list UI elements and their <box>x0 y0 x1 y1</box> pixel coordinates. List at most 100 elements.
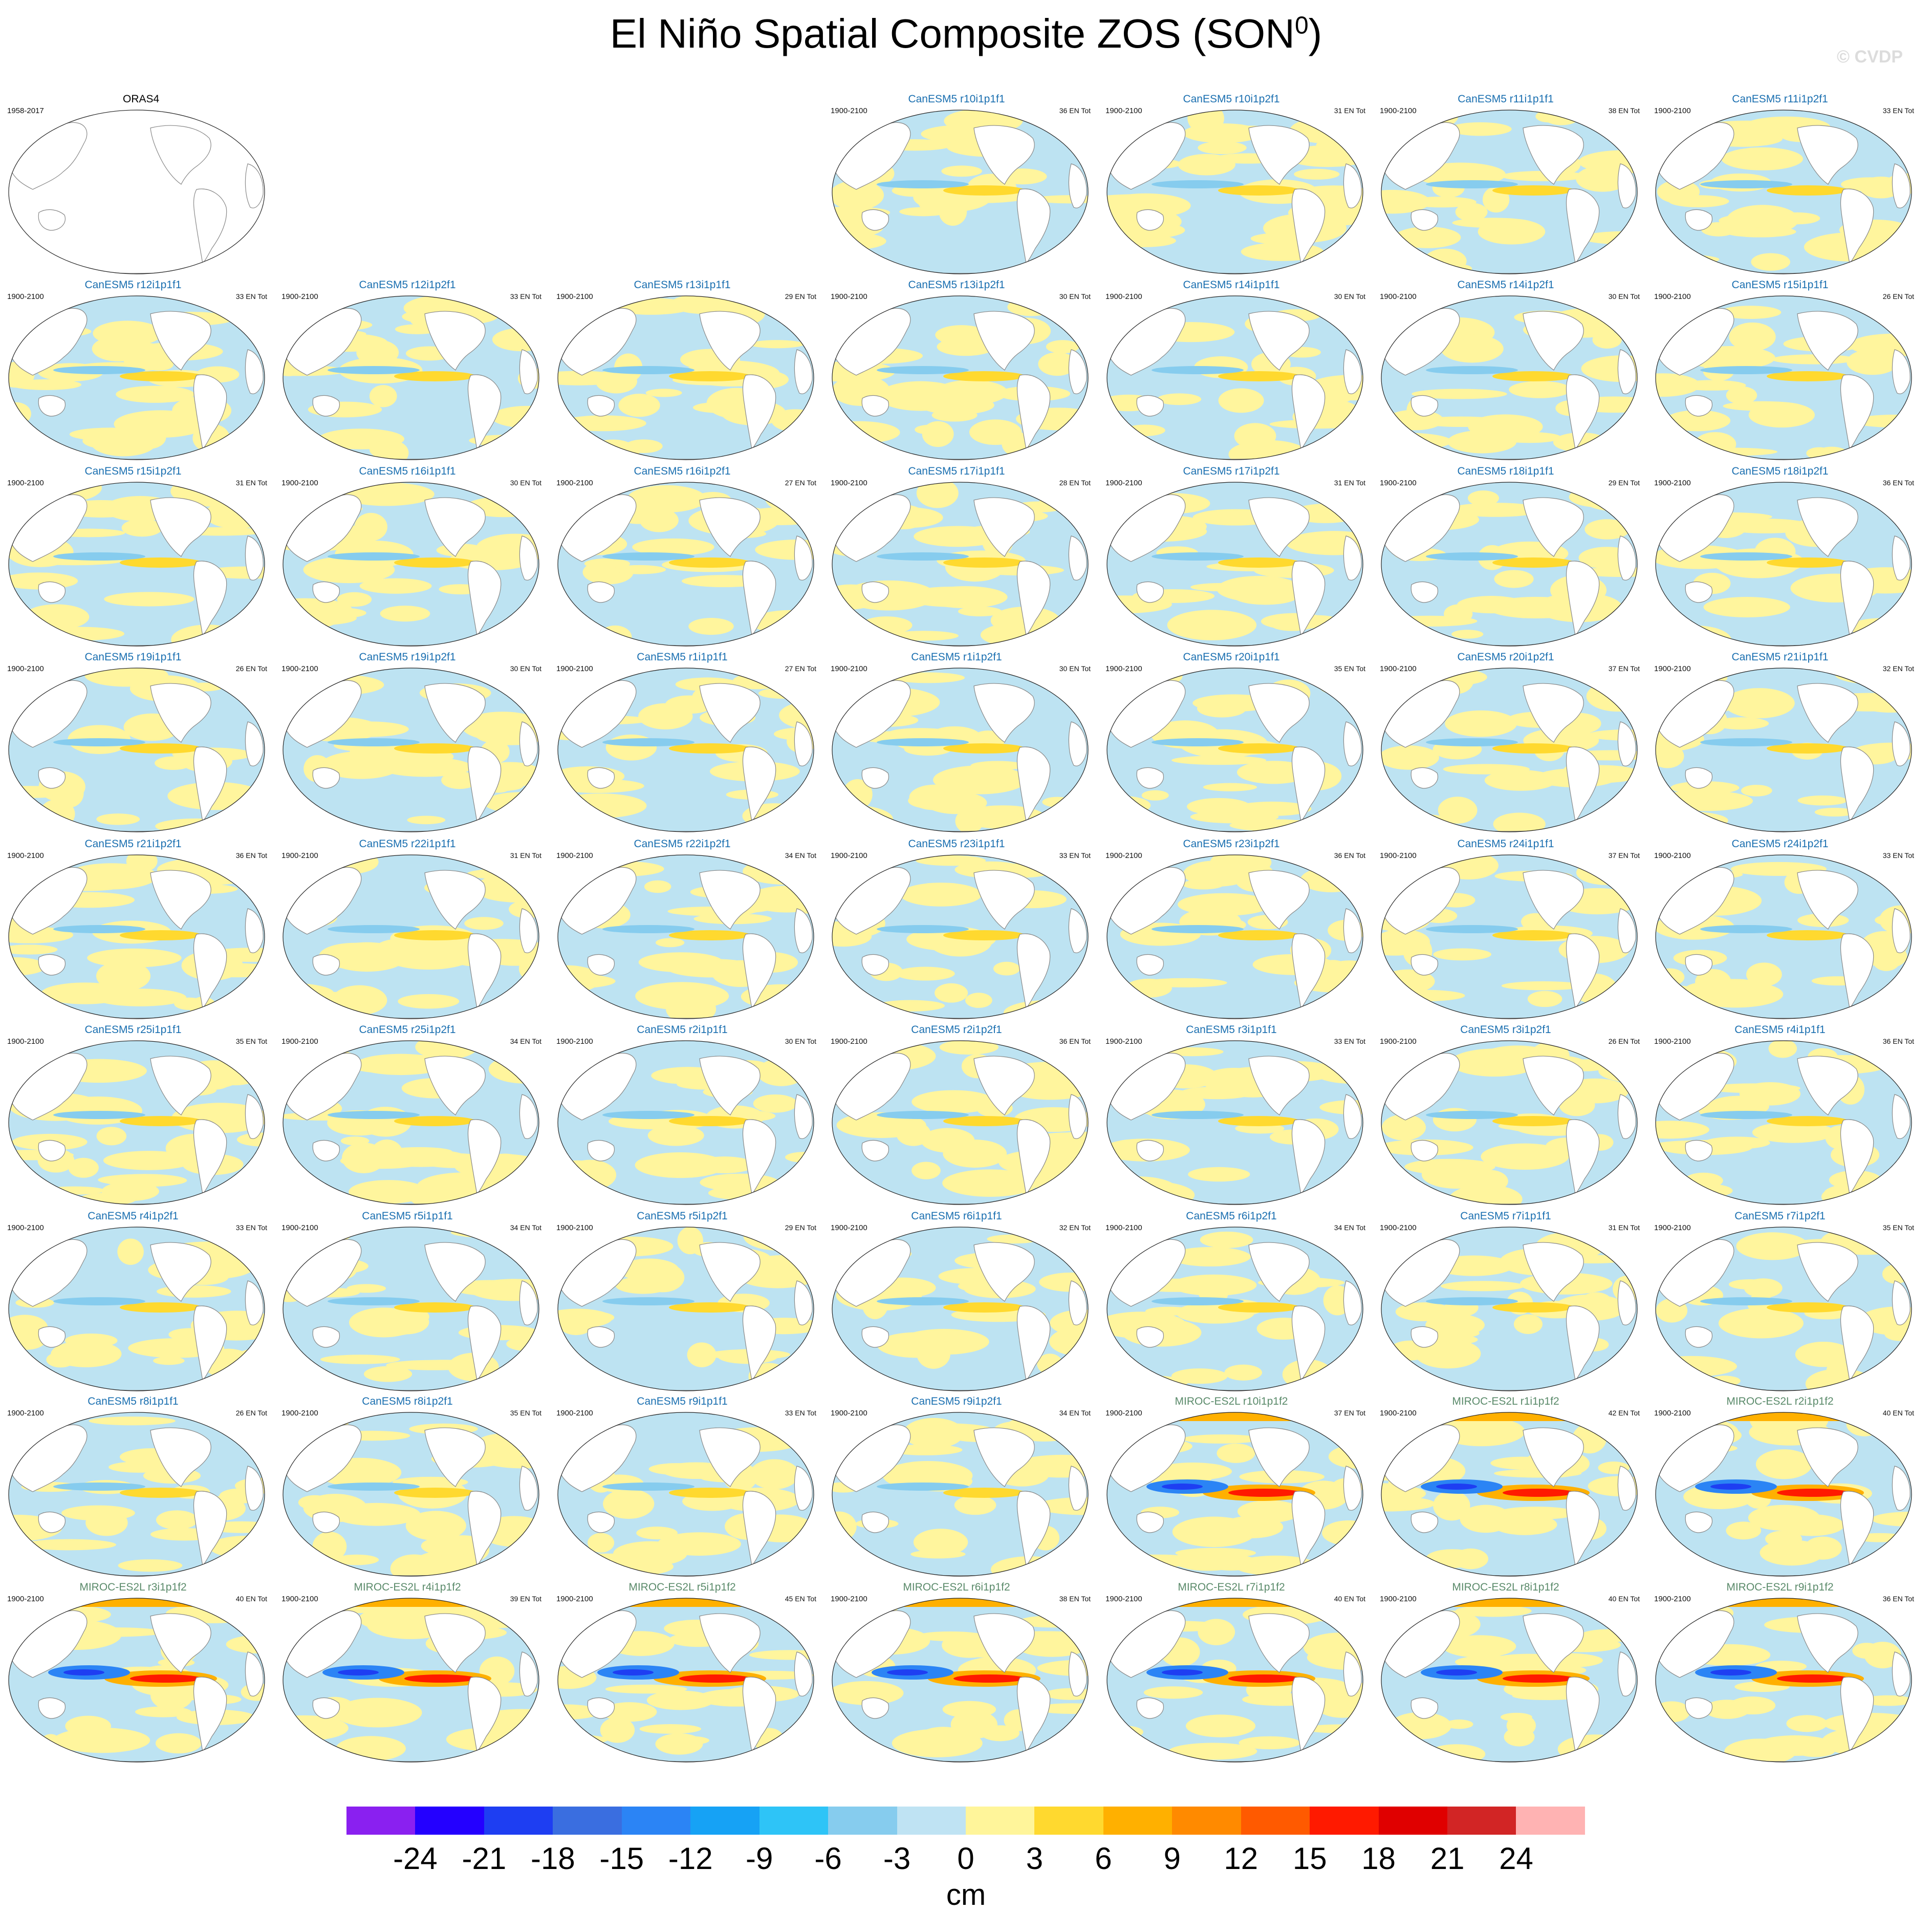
land-south-america <box>742 374 776 450</box>
equatorial-warm-tongue <box>1218 1116 1300 1126</box>
equatorial-warm-tongue <box>394 1488 476 1498</box>
land-south-america <box>1291 188 1326 265</box>
equatorial-core-anomaly <box>1228 1674 1300 1683</box>
anomaly-patch <box>9 871 33 887</box>
anomaly-patch <box>618 394 660 417</box>
anomaly-patch <box>144 358 173 371</box>
anomaly-patch <box>34 672 61 686</box>
panel-years: 1900-2100 <box>831 292 867 301</box>
map-border <box>283 1598 539 1763</box>
anomaly-patch <box>922 421 954 447</box>
anomaly-patch <box>1576 860 1635 885</box>
anomaly-patch <box>96 813 140 825</box>
western-pacific-cool-band <box>53 738 145 746</box>
map-border <box>557 1598 814 1763</box>
anomaly-patch <box>914 526 1003 547</box>
land-north-america <box>1248 1613 1310 1673</box>
land-australia <box>38 767 66 789</box>
panel-years: 1900-2100 <box>1654 292 1691 301</box>
map-panel: CanESM5 r6i1p2f1 1900-2100 34 EN Tot <box>1098 1209 1365 1393</box>
anomaly-patch <box>1559 1094 1595 1116</box>
western-pacific-core <box>1436 1484 1477 1490</box>
panel-years: 1900-2100 <box>556 1223 593 1232</box>
land-north-america <box>1248 870 1310 930</box>
anomaly-patch <box>1178 893 1272 916</box>
anomaly-patch <box>1724 688 1795 719</box>
anomaly-patch <box>911 1162 941 1179</box>
anomaly-patch <box>379 757 472 777</box>
anomaly-patch <box>298 1495 331 1510</box>
land-australia <box>861 1511 889 1533</box>
panel-event-count: 33 EN Tot <box>235 1223 267 1232</box>
map-panel: CanESM5 r13i1p2f1 1900-2100 30 EN Tot <box>823 278 1091 462</box>
map-panel: CanESM5 r11i1p1f1 1900-2100 38 EN Tot <box>1373 92 1640 276</box>
anomaly-patch <box>1882 1264 1909 1284</box>
map-panel: CanESM5 r15i1p2f1 1900-2100 31 EN Tot <box>0 464 267 649</box>
land-south-america <box>1291 933 1326 1009</box>
panel-event-count: 35 EN Tot <box>1334 664 1365 673</box>
colorbar-tick-label: 12 <box>1224 1841 1258 1876</box>
equatorial-warm-tongue <box>394 1302 476 1313</box>
land-africa <box>1068 349 1087 394</box>
panel-title: CanESM5 r13i1p1f1 <box>634 279 731 291</box>
land-africa <box>794 1094 813 1139</box>
world-map <box>283 1598 539 1763</box>
map-border <box>8 1412 265 1577</box>
western-pacific-core <box>1436 1669 1477 1675</box>
panel-years: 1900-2100 <box>7 1223 44 1232</box>
equatorial-warm-tongue <box>120 1116 202 1126</box>
land-australia <box>1410 954 1438 976</box>
western-pacific-cool-band <box>602 1297 694 1305</box>
anomaly-patch <box>1765 1530 1803 1548</box>
map-border <box>557 1227 814 1391</box>
map-border <box>1381 1412 1638 1577</box>
equatorial-warm-tongue <box>1218 1302 1300 1313</box>
panel-event-count: 33 EN Tot <box>510 292 541 300</box>
map-panel: CanESM5 r10i1p1f1 1900-2100 36 EN Tot <box>823 92 1091 276</box>
panel-event-count: 33 EN Tot <box>1882 851 1914 860</box>
colorbar-box <box>1447 1807 1516 1835</box>
anomaly-patch <box>413 1360 475 1369</box>
equatorial-core-anomaly <box>953 1674 1025 1683</box>
land-south-america <box>1291 1491 1326 1567</box>
panel-title: CanESM5 r12i1p2f1 <box>359 279 456 291</box>
anomaly-patch <box>1656 1744 1715 1762</box>
equatorial-warm-tongue <box>1767 743 1849 754</box>
panel-title: CanESM5 r7i1p1f1 <box>1460 1210 1551 1222</box>
map-border <box>8 1227 265 1391</box>
anomaly-patch <box>1487 596 1584 619</box>
equatorial-warm-tongue <box>1218 930 1300 940</box>
map-border <box>1655 1598 1912 1763</box>
arctic-anomaly <box>1421 1598 1595 1607</box>
equatorial-warm-tongue <box>1492 743 1574 754</box>
western-pacific-cool-band <box>1426 366 1518 374</box>
land-africa <box>1892 535 1911 581</box>
land-south-america <box>1291 374 1326 450</box>
panel-event-count: 26 EN Tot <box>235 1409 267 1417</box>
land-africa <box>519 1094 538 1139</box>
world-map <box>557 1227 814 1391</box>
anomaly-patch <box>174 997 205 1010</box>
map-panel: CanESM5 r21i1p2f1 1900-2100 36 EN Tot <box>0 837 267 1021</box>
land-north-america <box>1797 125 1858 185</box>
map-panel: CanESM5 r23i1p1f1 1900-2100 33 EN Tot <box>823 837 1091 1021</box>
map-panel: CanESM5 r8i1p1f1 1900-2100 26 EN Tot <box>0 1394 267 1579</box>
land-australia <box>1136 395 1164 417</box>
land-south-america <box>742 933 776 1009</box>
equatorial-warm-tongue <box>120 557 202 568</box>
anomaly-patch <box>1704 1700 1750 1719</box>
map-border <box>1655 1040 1912 1205</box>
anomaly-patch <box>1703 1136 1770 1149</box>
panel-title: CanESM5 r9i1p2f1 <box>911 1395 1002 1407</box>
colorbar-tick-label: -18 <box>530 1841 575 1876</box>
land-australia <box>312 395 340 417</box>
panel-years: 1900-2100 <box>1654 106 1691 115</box>
panel-event-count: 26 EN Tot <box>1608 1037 1640 1045</box>
panel-event-count: 30 EN Tot <box>510 664 541 673</box>
world-map <box>283 295 539 460</box>
land-africa <box>245 908 264 953</box>
map-panel: MIROC-ES2L r10i1p1f2 1900-2100 37 EN Tot <box>1098 1394 1365 1579</box>
map-panel: CanESM5 r12i1p2f1 1900-2100 33 EN Tot <box>274 278 541 462</box>
panel-years: 1900-2100 <box>831 664 867 673</box>
western-pacific-core <box>63 1669 104 1675</box>
